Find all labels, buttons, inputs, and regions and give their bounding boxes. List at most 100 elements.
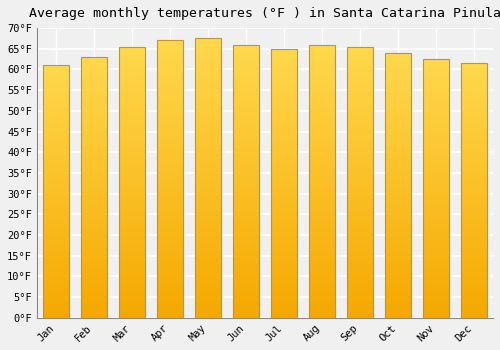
Bar [270,167,297,170]
Bar [118,307,145,310]
Bar [80,203,107,206]
Bar [156,185,183,188]
Bar [422,121,450,124]
Bar [270,140,297,143]
Bar [460,226,487,229]
Bar [80,305,107,307]
Bar [80,159,107,161]
Bar [156,88,183,90]
Bar [308,263,336,266]
Bar [308,118,336,121]
Bar [308,146,336,148]
Bar [346,141,374,144]
Bar [270,251,297,253]
Bar [422,238,450,240]
Bar [346,258,374,261]
Bar [232,77,259,80]
Bar [80,292,107,294]
Bar [80,198,107,201]
Bar [384,294,411,297]
Bar [422,139,450,142]
Bar [232,50,259,53]
Bar [270,199,297,202]
Bar [270,92,297,94]
Bar [270,267,297,270]
Bar [232,162,259,165]
Bar [384,85,411,88]
Bar [232,280,259,282]
Bar [118,144,145,147]
Bar [270,159,297,162]
Bar [384,177,411,180]
Bar [156,165,183,168]
Bar [232,307,259,310]
Bar [80,211,107,213]
Bar [384,111,411,114]
Bar [460,287,487,290]
Bar [194,195,221,198]
Bar [42,308,69,310]
Bar [118,128,145,131]
Bar [80,143,107,146]
Bar [232,75,259,77]
Bar [422,256,450,258]
Bar [346,204,374,207]
Bar [232,83,259,86]
Bar [156,107,183,110]
Bar [460,74,487,76]
Bar [384,117,411,119]
Bar [346,307,374,310]
Bar [384,69,411,71]
Bar [42,293,69,295]
Bar [156,116,183,118]
Bar [156,118,183,121]
Bar [156,237,183,240]
Bar [460,246,487,249]
Bar [232,176,259,178]
Bar [270,49,297,51]
Bar [308,241,336,244]
Bar [422,165,450,168]
Bar [156,221,183,224]
Bar [156,124,183,126]
Bar [384,74,411,77]
Bar [270,278,297,280]
Bar [156,257,183,260]
Bar [422,243,450,245]
Bar [346,177,374,180]
Bar [42,260,69,262]
Bar [460,158,487,160]
Bar [460,201,487,203]
Bar [80,221,107,224]
Bar [156,215,183,218]
Bar [194,58,221,61]
Bar [422,206,450,209]
Bar [308,200,336,203]
Bar [194,256,221,259]
Bar [118,228,145,231]
Bar [194,279,221,281]
Bar [346,66,374,68]
Bar [270,186,297,189]
Bar [460,137,487,140]
Bar [422,111,450,113]
Bar [460,160,487,162]
Bar [270,205,297,208]
Bar [422,240,450,243]
Bar [346,104,374,106]
Bar [80,133,107,135]
Bar [232,135,259,138]
Bar [118,71,145,74]
Bar [118,139,145,142]
Bar [232,97,259,99]
Bar [384,58,411,61]
Bar [194,209,221,212]
Bar [422,188,450,191]
Bar [422,150,450,152]
Bar [118,215,145,218]
Bar [346,302,374,304]
Bar [80,127,107,130]
Bar [270,113,297,116]
Bar [156,226,183,229]
Bar [460,280,487,282]
